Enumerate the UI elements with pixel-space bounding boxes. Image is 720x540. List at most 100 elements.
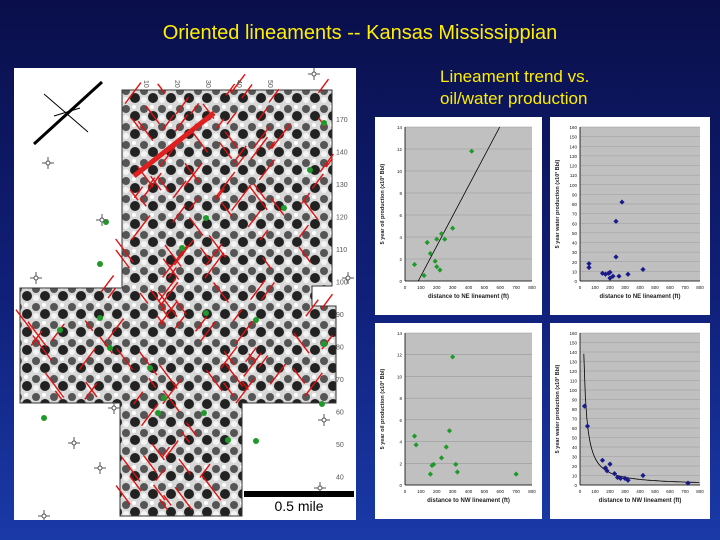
lineament-segment bbox=[215, 187, 226, 200]
lineament-segment bbox=[157, 176, 170, 193]
lineament-segment bbox=[32, 335, 53, 362]
lineament-segment bbox=[139, 197, 147, 207]
x-tick-label: 400 bbox=[465, 489, 473, 494]
lineament-segment bbox=[319, 153, 334, 173]
lineament-segment bbox=[200, 321, 216, 342]
lineament-segment bbox=[85, 381, 98, 398]
lineament-segment bbox=[178, 458, 192, 475]
data-point bbox=[616, 273, 622, 279]
y-tick-label: 30 bbox=[572, 455, 578, 460]
y-tick-label: 120 bbox=[569, 164, 577, 169]
lineament-segment bbox=[220, 346, 238, 369]
y-axis-label: 5 year water production (x10³ Bbl) bbox=[554, 365, 561, 454]
y-tick-label: 120 bbox=[569, 369, 577, 374]
dry-hole-symbol bbox=[68, 437, 80, 449]
x-tick-label: 600 bbox=[496, 489, 504, 494]
y-tick-label: 10 bbox=[397, 169, 403, 174]
lineament-segment bbox=[204, 252, 225, 279]
lineament-segment bbox=[231, 184, 252, 211]
lineament-segment bbox=[248, 185, 268, 211]
lineament-segment bbox=[158, 364, 178, 390]
lineament-segment bbox=[245, 346, 257, 363]
x-tick-label: 100 bbox=[417, 285, 425, 290]
oil-well-symbol bbox=[155, 410, 161, 416]
map-grid-label: 140 bbox=[336, 150, 348, 157]
lineament-segment bbox=[232, 308, 243, 322]
lineament-segment bbox=[224, 131, 239, 149]
x-tick-label: 0 bbox=[404, 285, 407, 290]
lineament-segment bbox=[188, 217, 204, 236]
map-grid-label: 100 bbox=[336, 280, 348, 287]
lineament-segment bbox=[151, 443, 165, 461]
lineament-segment bbox=[129, 475, 142, 492]
lineament-segment bbox=[161, 307, 170, 319]
lineament-segment bbox=[141, 403, 159, 427]
north-arrow bbox=[32, 80, 104, 146]
map-grid-label: 170 bbox=[336, 117, 348, 124]
y-tick-label: 6 bbox=[399, 213, 402, 218]
oil-vs-nw-chart: 0 2 4 6 8 10 12 14 0 100 200 300 400 500 600 700 800 dist… bbox=[375, 323, 542, 519]
data-point bbox=[450, 225, 456, 231]
lineament-segment bbox=[181, 431, 191, 444]
lineament-map: 10 20 30 40 50 170 140 130 120 110 100 90 80 70 60 50 4… bbox=[14, 68, 356, 522]
lineament-segment bbox=[241, 381, 249, 391]
lineament-segment bbox=[131, 214, 151, 241]
lineament-segment bbox=[155, 468, 166, 481]
lineament-segment bbox=[218, 141, 233, 160]
data-point bbox=[599, 457, 606, 463]
lineament-segment bbox=[320, 293, 334, 310]
water-vs-nw-chart: 0 10 20 30 40 50 60 70 80 90 100 110 120 130 140 150 160… bbox=[550, 323, 710, 519]
y-tick-label: 70 bbox=[572, 212, 578, 217]
oil-vs-ne-plot: 0 2 4 6 8 10 12 14 0 100 200 300 400 500 600 700 800 dist… bbox=[379, 125, 536, 300]
map-grid-label: 80 bbox=[336, 345, 344, 352]
map-grid-label: 20 bbox=[173, 80, 180, 88]
ne-trend-line bbox=[132, 111, 216, 178]
dry-hole-symbol bbox=[94, 462, 106, 474]
lineament-segment bbox=[150, 175, 162, 191]
y-tick-label: 0 bbox=[574, 483, 577, 488]
lineament-segment bbox=[165, 440, 179, 458]
y-tick-label: 130 bbox=[569, 360, 577, 365]
y-axis-label: 5 year oil production (x10³ Bbl) bbox=[379, 163, 386, 244]
lineament-segment bbox=[159, 498, 169, 511]
y-axis-label: 5 year water production (x10³ Bbl) bbox=[554, 160, 561, 249]
lineament-segment bbox=[222, 382, 235, 398]
x-tick-label: 800 bbox=[696, 489, 704, 494]
y-tick-label: 140 bbox=[569, 144, 577, 149]
map-grid-label: 90 bbox=[336, 312, 344, 319]
lineament-segment bbox=[235, 320, 254, 344]
oil-well-symbol bbox=[225, 437, 231, 443]
data-point bbox=[586, 261, 592, 267]
lineament-segment bbox=[188, 197, 200, 211]
lineament-segment bbox=[213, 282, 230, 303]
data-point bbox=[613, 254, 619, 260]
lineament-segment bbox=[184, 162, 201, 184]
lineament-segment bbox=[268, 141, 276, 151]
oil-well-symbol bbox=[321, 341, 327, 347]
y-tick-label: 20 bbox=[572, 260, 578, 265]
lineament-segment bbox=[142, 172, 162, 198]
lineament-segment bbox=[184, 162, 203, 187]
lineament-segment bbox=[205, 369, 223, 392]
y-tick-label: 6 bbox=[399, 418, 402, 423]
x-tick-label: 0 bbox=[579, 489, 582, 494]
lineament-segment bbox=[150, 289, 167, 311]
x-tick-label: 200 bbox=[606, 489, 614, 494]
lineament-segment bbox=[258, 159, 276, 181]
y-tick-label: 90 bbox=[572, 398, 578, 403]
map-grid-label: 40 bbox=[336, 475, 344, 482]
lineament-segment bbox=[147, 177, 156, 187]
oil-well-symbol bbox=[57, 327, 63, 333]
lineament-segment bbox=[271, 125, 290, 150]
plot-area bbox=[405, 333, 532, 485]
lineament-segment bbox=[156, 315, 165, 326]
x-axis-label: distance to NE lineament (ft) bbox=[599, 294, 680, 300]
subtitle-line-2: oil/water production bbox=[440, 89, 588, 108]
lineament-segment bbox=[269, 362, 287, 385]
lineament-segment bbox=[221, 202, 233, 218]
lineament-segment bbox=[223, 350, 236, 366]
lineament-segment bbox=[224, 362, 244, 387]
slide-subtitle: Lineament trend vs. oil/water production bbox=[440, 66, 660, 110]
lineament-segment bbox=[159, 301, 178, 325]
data-point bbox=[411, 261, 418, 268]
